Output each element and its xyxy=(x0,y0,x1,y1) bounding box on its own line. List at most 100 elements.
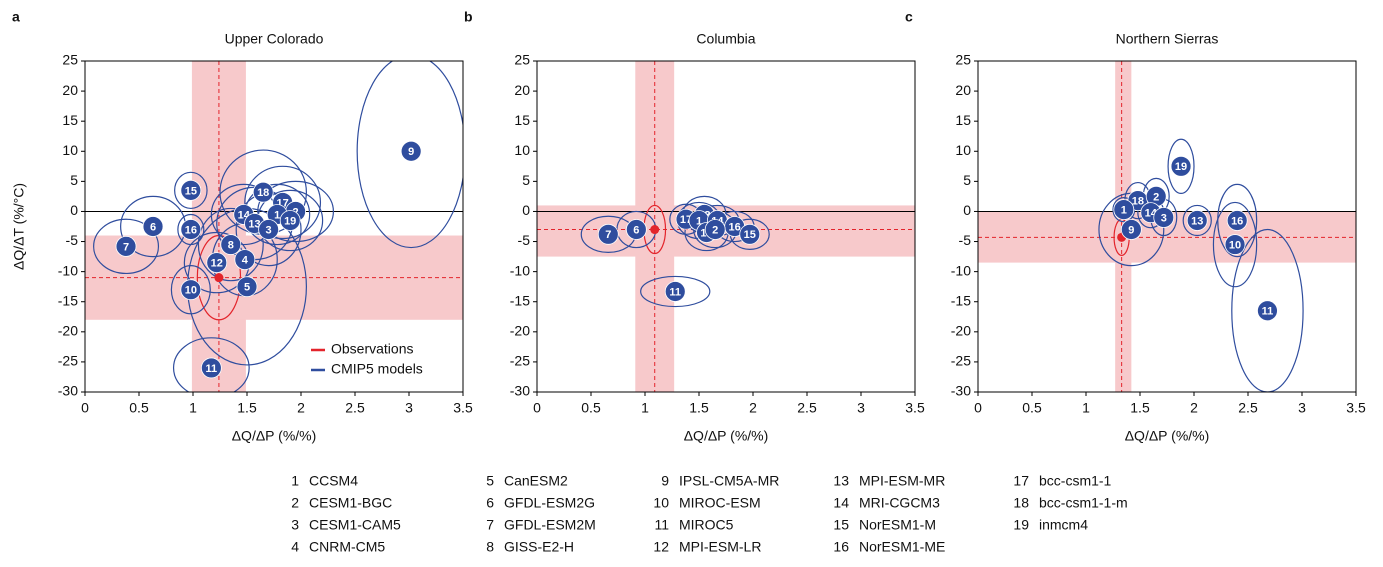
uncertainty-ellipse xyxy=(93,218,160,275)
model-point xyxy=(1226,210,1248,231)
y-tick-label: -5 xyxy=(959,232,972,248)
point-label: 16 xyxy=(1231,215,1243,227)
model-name: MPI-ESM-MR xyxy=(859,473,945,489)
model-name: bcc-csm1-1 xyxy=(1039,473,1112,489)
point-label: 5 xyxy=(244,282,250,294)
point-label: 19 xyxy=(284,215,296,227)
x-tick-label: 0 xyxy=(81,400,89,416)
model-point xyxy=(1224,234,1246,255)
uncertainty-ellipse xyxy=(1167,138,1195,194)
model-point xyxy=(236,276,258,298)
y-tick-label: 25 xyxy=(514,52,530,68)
point-label: 11 xyxy=(1262,306,1274,318)
model-point xyxy=(200,357,222,379)
model-name: MIROC-ESM xyxy=(679,495,761,511)
point-label: 9 xyxy=(1128,224,1134,236)
model-point xyxy=(252,181,274,203)
x-tick-label: 1 xyxy=(189,400,197,416)
model-name: CESM1-BGC xyxy=(309,495,392,511)
x-tick-label: 3 xyxy=(405,400,413,416)
model-point xyxy=(1186,210,1208,231)
panel-label: b xyxy=(464,9,473,25)
model-point xyxy=(625,219,647,240)
point-label: 10 xyxy=(185,285,197,297)
y-tick-label: 0 xyxy=(963,202,971,218)
point-label: 7 xyxy=(605,229,611,241)
x-tick-label: 1.5 xyxy=(1130,400,1150,416)
model-point xyxy=(258,219,280,240)
model-point xyxy=(1257,300,1278,322)
model-number: 1 xyxy=(291,473,299,489)
plot-frame xyxy=(84,60,464,393)
model-number: 15 xyxy=(833,517,849,533)
y-tick-label: -10 xyxy=(58,262,78,278)
point-label: 13 xyxy=(1191,215,1203,227)
model-number: 9 xyxy=(661,473,669,489)
model-number: 19 xyxy=(1013,517,1029,533)
x-tick-label: 1.5 xyxy=(237,400,257,416)
model-number: 11 xyxy=(654,517,669,533)
point-label: 18 xyxy=(1132,196,1144,208)
model-name: CCSM4 xyxy=(309,473,358,489)
chart-title: Columbia xyxy=(696,31,755,47)
x-tick-label: 2 xyxy=(749,400,757,416)
uncertainty-ellipse xyxy=(1231,228,1304,392)
point-label: 2 xyxy=(712,224,718,236)
y-tick-label: -20 xyxy=(58,323,78,339)
plot-area: 761718114161921511 xyxy=(537,61,915,392)
y-tick-label: 5 xyxy=(522,172,530,188)
model-number: 3 xyxy=(291,517,299,533)
model-number: 2 xyxy=(291,495,299,511)
model-point xyxy=(115,235,137,257)
uncertainty-ellipse xyxy=(640,275,711,308)
point-label: 19 xyxy=(1175,161,1187,173)
y-axis-label: ΔQ/ΔT (%/°C) xyxy=(11,183,27,270)
model-point xyxy=(1120,219,1142,240)
model-name: GFDL-ESM2M xyxy=(504,517,596,533)
point-label: 2 xyxy=(1153,191,1159,203)
model-point xyxy=(1170,155,1192,177)
y-tick-label: 15 xyxy=(62,112,78,128)
y-tick-label: 5 xyxy=(963,172,971,188)
y-tick-label: 20 xyxy=(955,82,971,98)
model-point xyxy=(180,179,202,201)
y-tick-label: -25 xyxy=(510,353,530,369)
x-tick-label: 3.5 xyxy=(1346,400,1366,416)
point-label: 7 xyxy=(123,241,129,253)
y-tick-label: 15 xyxy=(955,112,971,128)
point-label: 15 xyxy=(185,185,197,197)
x-tick-label: 1.5 xyxy=(689,400,709,416)
model-point xyxy=(704,219,726,240)
x-tick-label: 2.5 xyxy=(797,400,817,416)
panel-label: c xyxy=(905,9,913,25)
model-name: CNRM-CM5 xyxy=(309,539,385,555)
y-tick-label: -20 xyxy=(951,323,971,339)
x-tick-label: 3.5 xyxy=(905,400,925,416)
obs-point xyxy=(650,225,660,235)
x-axis-label: ΔQ/ΔP (%/%) xyxy=(684,428,769,444)
panel: 761718114161921511bColumbiaΔQ/ΔP (%/%)00… xyxy=(464,9,925,444)
point-label: 18 xyxy=(257,187,269,199)
point-label: 15 xyxy=(744,229,756,241)
model-point xyxy=(180,279,202,301)
y-tick-label: 10 xyxy=(514,142,530,158)
model-name: MPI-ESM-LR xyxy=(679,539,761,555)
x-tick-label: 0.5 xyxy=(129,400,149,416)
x-tick-label: 0.5 xyxy=(581,400,601,416)
model-name: MRI-CGCM3 xyxy=(859,495,940,511)
point-label: 13 xyxy=(248,218,260,230)
uncertainty-ellipse xyxy=(197,207,264,282)
legend-label: Observations xyxy=(331,341,413,357)
point-label: 10 xyxy=(1229,239,1241,251)
x-axis-label: ΔQ/ΔP (%/%) xyxy=(1125,428,1210,444)
model-point xyxy=(664,281,686,302)
model-point xyxy=(597,223,619,245)
model-number: 7 xyxy=(486,517,494,533)
y-tick-label: 15 xyxy=(514,112,530,128)
model-name: NorESM1-ME xyxy=(859,539,945,555)
x-tick-label: 2 xyxy=(297,400,305,416)
model-point xyxy=(206,252,228,274)
y-tick-label: -15 xyxy=(510,292,530,308)
